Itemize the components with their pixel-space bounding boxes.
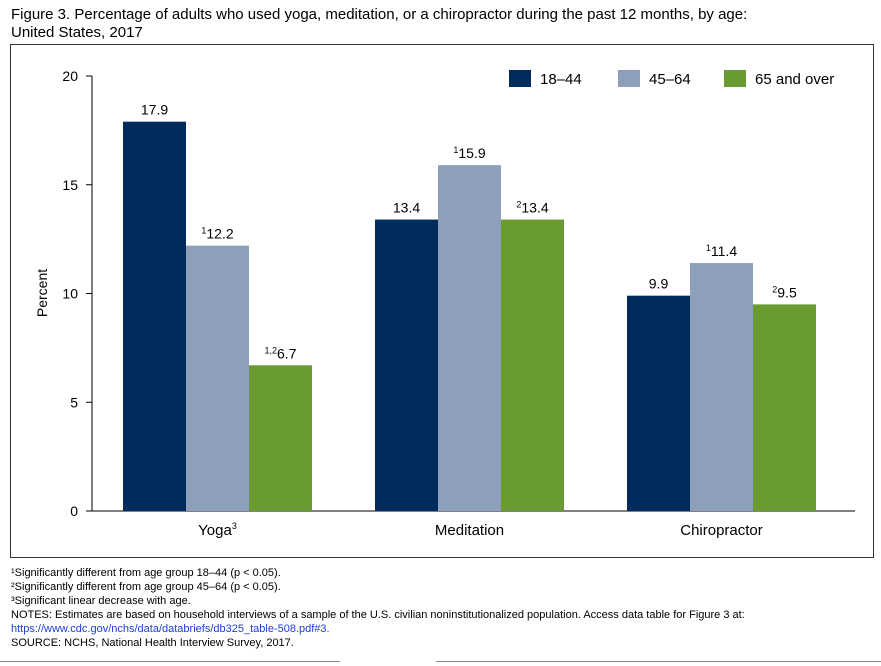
- data-label: 111.4: [706, 243, 737, 259]
- figure-title-line-2: United States, 2017: [11, 24, 143, 41]
- footnote-1: ¹Significantly different from age group …: [11, 567, 281, 579]
- bar: [501, 219, 564, 512]
- notes-text: NOTES: Estimates are based on household …: [11, 609, 745, 621]
- bottom-rule-left: [0, 661, 340, 662]
- legend-swatch: [724, 70, 746, 87]
- bar: [438, 165, 501, 512]
- figure-title: Figure 3. Percentage of adults who used …: [11, 6, 871, 42]
- legend-swatch: [509, 70, 531, 87]
- x-category-label: Yoga3: [198, 521, 237, 539]
- legend-label: 18–44: [540, 71, 582, 88]
- figure-title-line-1: Figure 3. Percentage of adults who used …: [11, 6, 748, 23]
- footnote-3: ³Significant linear decrease with age.: [11, 595, 191, 607]
- legend-label: 45–64: [649, 71, 691, 88]
- bar: [690, 263, 753, 511]
- data-label: 17.9: [141, 102, 168, 118]
- data-label: 29.5: [772, 284, 797, 300]
- x-category-label: Chiropractor: [680, 522, 763, 539]
- footnotes: ¹Significantly different from age group …: [11, 566, 871, 650]
- data-label: 115.9: [453, 145, 485, 161]
- data-table-link[interactable]: https://www.cdc.gov/nchs/data/databriefs…: [11, 623, 330, 635]
- data-label: 13.4: [393, 200, 420, 216]
- chart-frame: 0 5 10 15 20 Percent 17.9 112.2 1,26.7 Yoga3 13.4 1…: [10, 44, 874, 558]
- data-label: 112.2: [201, 226, 233, 242]
- y-tick-label: 0: [70, 503, 78, 519]
- footnote-2: ²Significantly different from age group …: [11, 581, 281, 593]
- y-tick-label: 20: [62, 68, 78, 84]
- legend-swatch: [618, 70, 640, 87]
- bar: [753, 304, 816, 511]
- bar: [186, 245, 249, 511]
- bar-chart: 0 5 10 15 20 Percent 17.9 112.2 1,26.7 Yoga3 13.4 1…: [34, 68, 855, 539]
- y-tick-label: 5: [70, 394, 78, 410]
- y-axis-label: Percent: [34, 269, 50, 317]
- x-category-label: Meditation: [435, 522, 504, 539]
- legend-label: 65 and over: [755, 71, 834, 88]
- bar: [249, 365, 312, 511]
- data-label: 1,26.7: [265, 345, 297, 361]
- data-label: 213.4: [516, 200, 548, 216]
- y-tick-label: 15: [62, 177, 78, 193]
- data-label: 9.9: [649, 276, 669, 292]
- source-text: SOURCE: NCHS, National Health Interview …: [11, 637, 294, 649]
- y-tick-label: 10: [62, 286, 78, 302]
- bar: [123, 121, 186, 512]
- bottom-rule-right: [436, 661, 881, 662]
- bar: [375, 219, 438, 512]
- bar: [627, 295, 690, 511]
